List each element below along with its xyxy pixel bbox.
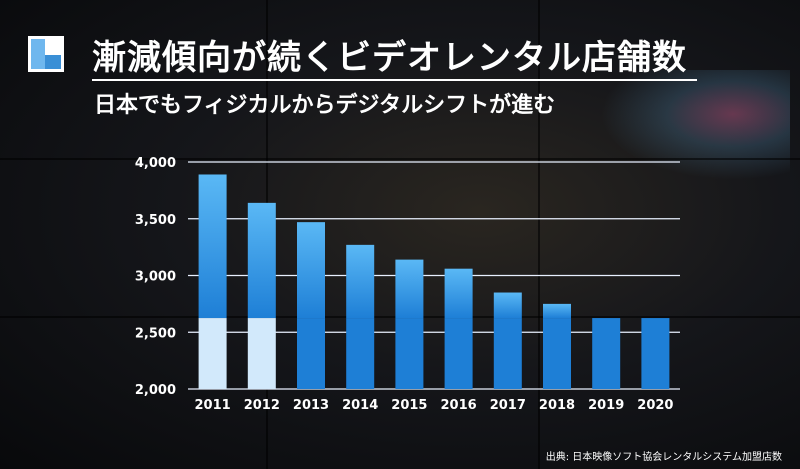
screen-bezel (538, 0, 540, 469)
bar (395, 259, 424, 319)
x-tick-label: 2016 (441, 398, 477, 413)
bar (346, 244, 375, 319)
logo-icon (28, 36, 64, 72)
page-subtitle: 日本でもフィジカルからデジタルシフトが進む (94, 93, 556, 118)
screen-bezel (0, 158, 800, 160)
bar (297, 222, 325, 319)
bar-lower-segment (346, 318, 375, 389)
x-tick-label: 2019 (588, 398, 624, 413)
bar-lower-segment (297, 318, 325, 389)
bar-lower-segment (198, 318, 227, 389)
bar-lower-segment (493, 318, 522, 389)
bar-lower-segment (592, 318, 621, 389)
x-tick-label: 2015 (391, 398, 427, 413)
y-tick-label: 2,500 (135, 326, 176, 341)
bar-lower-segment (395, 318, 424, 389)
bar (444, 268, 473, 319)
y-tick-label: 4,000 (135, 156, 176, 171)
x-tick-label: 2018 (539, 398, 575, 413)
bar-lower-segment (543, 318, 571, 389)
bar (198, 174, 227, 319)
x-tick-label: 2020 (637, 398, 673, 413)
x-tick-label: 2013 (293, 398, 329, 413)
bar (543, 303, 571, 319)
bar-lower-segment (247, 318, 276, 389)
y-tick-label: 3,000 (135, 270, 176, 285)
y-tick-label: 3,500 (135, 213, 176, 228)
source-note: 出典: 日本映像ソフト協会レンタルシステム加盟店数 (545, 452, 782, 463)
bar-lower-segment (444, 318, 473, 389)
y-tick-label: 2,000 (135, 383, 176, 398)
title-underline (92, 79, 697, 81)
page-title: 漸減傾向が続くビデオレンタル店舗数 (92, 38, 687, 78)
bar-lower-segment (641, 318, 670, 389)
x-tick-label: 2011 (195, 398, 231, 413)
x-tick-label: 2017 (490, 398, 526, 413)
x-tick-label: 2014 (342, 398, 378, 413)
x-tick-label: 2012 (244, 398, 280, 413)
bar (493, 292, 522, 319)
bar (247, 202, 276, 319)
